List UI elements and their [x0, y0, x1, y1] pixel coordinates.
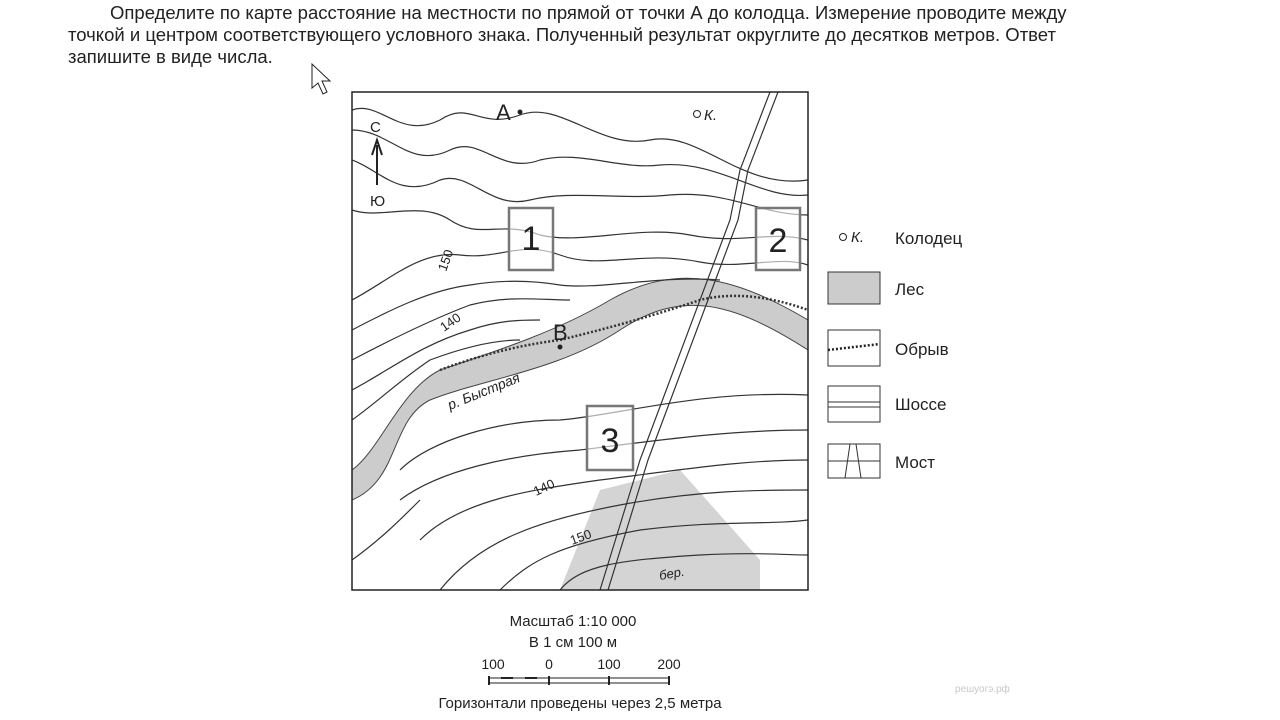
contour-label: 150 — [435, 248, 457, 274]
contour-label: 140 — [437, 310, 463, 335]
map-drawing — [352, 92, 808, 590]
question-line: точкой и центром соответствующего условн… — [68, 24, 1056, 45]
scale-tick: 100 — [597, 656, 621, 672]
scale-title: Масштаб 1:10 000 — [510, 613, 637, 630]
south-label: Ю — [370, 193, 385, 210]
legend-label: Колодец — [895, 229, 963, 248]
question-line: Определите по карте расстояние на местно… — [110, 2, 1067, 23]
scale-subtitle: В 1 см 100 м — [529, 634, 617, 651]
legend-label: Обрыв — [895, 340, 949, 359]
question-line: запишите в виде числа. — [68, 46, 273, 67]
scale-tick: 200 — [657, 656, 681, 672]
scale-tick: 100 — [481, 656, 505, 672]
point-a — [517, 109, 523, 115]
boxes — [507, 206, 802, 472]
contours — [352, 107, 808, 590]
legend-label: Лес — [895, 280, 925, 299]
well-label: К. — [704, 107, 717, 124]
legend-well: К. — [851, 229, 864, 246]
north-arrow — [371, 136, 383, 185]
well — [693, 110, 701, 118]
river — [352, 277, 808, 501]
question: Определите по карте расстояние на местно… — [68, 2, 1067, 68]
watermark: решуогэ.рф — [955, 683, 1010, 695]
box-label: 3 — [601, 422, 620, 460]
forest — [560, 470, 760, 590]
point-b-label: В — [553, 320, 568, 345]
point-b — [557, 344, 563, 350]
point-a-label: А — [496, 100, 511, 125]
forest-label: бер. — [658, 564, 686, 583]
box-label: 1 — [522, 220, 541, 258]
scale: Масштаб 1:10 000 В 1 см 100 м 100 0 100 … — [438, 613, 722, 712]
legend: К. Колодец Лес Обрыв Шоссе Мост — [827, 229, 963, 479]
map-frame — [351, 91, 809, 591]
contour-label: 150 — [568, 526, 594, 548]
north-label: С — [370, 119, 381, 136]
scale-tick: 0 — [545, 656, 553, 672]
scale-note: Горизонтали проведены через 2,5 метра — [438, 695, 722, 712]
contour-label: 140 — [531, 476, 557, 499]
box-label: 2 — [769, 222, 788, 260]
legend-label: Шоссе — [895, 395, 947, 414]
legend-label: Мост — [895, 453, 935, 472]
cursor — [311, 62, 332, 95]
road — [599, 92, 779, 590]
